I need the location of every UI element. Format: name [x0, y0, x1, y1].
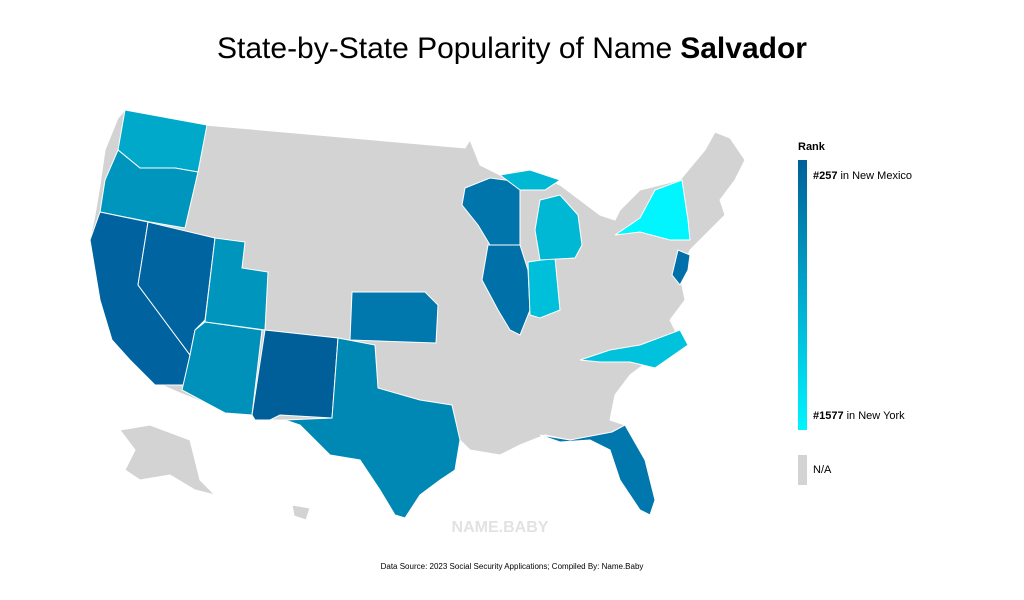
legend-gradient	[798, 160, 807, 430]
state	[534, 194, 583, 261]
legend-low-rank: #1577	[813, 410, 844, 422]
watermark: NAME.BABY	[452, 519, 549, 536]
title-name: Salvador	[680, 32, 807, 65]
state	[349, 291, 439, 344]
legend-low-state: in New York	[847, 410, 906, 422]
hawaii	[291, 504, 311, 521]
legend-high-state: in New Mexico	[840, 170, 912, 182]
legend-low: #1577 in New York	[813, 410, 905, 422]
state	[671, 249, 691, 286]
legend-title: Rank	[798, 141, 826, 153]
states	[89, 109, 746, 521]
title: State-by-State Popularity of Name Salvado…	[217, 32, 807, 65]
state	[614, 179, 691, 241]
title-prefix: State-by-State Popularity of Name	[217, 32, 672, 65]
legend-na-swatch	[798, 455, 807, 485]
legend-high: #257 in New Mexico	[813, 170, 912, 182]
state	[99, 149, 199, 229]
state	[251, 329, 339, 421]
state	[498, 169, 562, 191]
source: Data Source: 2023 Social Security Applic…	[381, 562, 644, 571]
alaska	[119, 424, 217, 496]
state	[481, 244, 531, 336]
legend-high-rank: #257	[813, 170, 837, 182]
state	[181, 321, 263, 416]
legend-na: N/A	[813, 464, 832, 476]
state	[539, 424, 656, 516]
state	[284, 337, 461, 519]
state	[579, 329, 689, 369]
state	[527, 257, 561, 319]
